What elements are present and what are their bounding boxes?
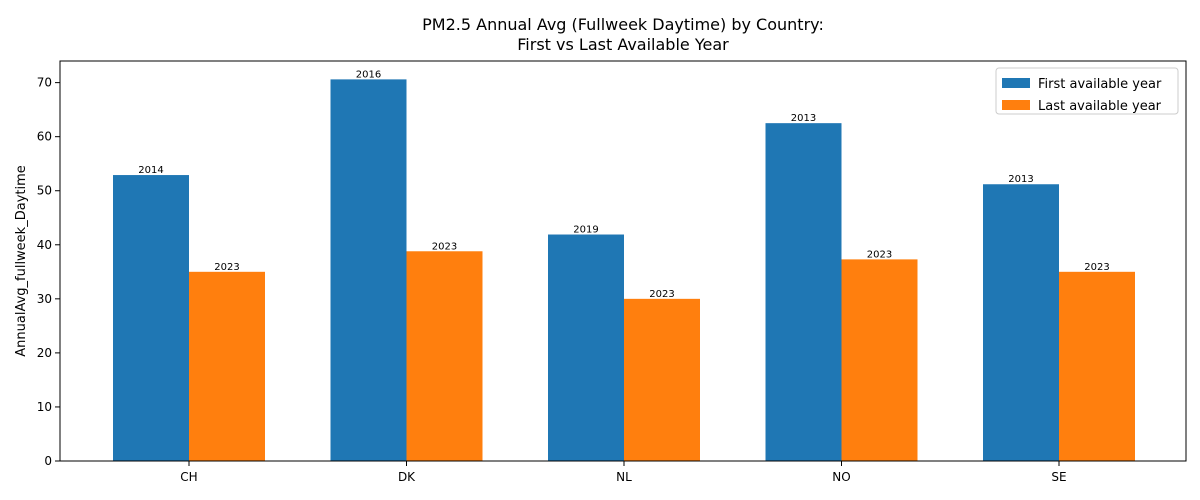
bar-last-ch: [189, 271, 265, 461]
bar-last-dk: [406, 251, 483, 461]
bar-data-label: 2023: [214, 262, 239, 273]
bar-data-label: 2023: [867, 249, 892, 260]
plot-frame: [59, 60, 1187, 462]
y-axis-label: AnnualAvg_fullweek_Daytime: [14, 165, 29, 357]
x-tick-label: SE: [1051, 470, 1066, 484]
bar-first-dk: [330, 79, 407, 461]
y-tick-label: 60: [37, 130, 52, 144]
y-tick-label: 70: [37, 76, 52, 90]
legend: First available year Last available year: [995, 67, 1179, 115]
legend-box: [995, 67, 1179, 115]
legend-entry: Last available year: [1038, 99, 1162, 114]
bar-first-ch: [113, 175, 189, 461]
y-tick-label: 50: [37, 184, 52, 198]
bar-last-nl: [624, 298, 700, 461]
bar-data-label: 2016: [356, 69, 381, 80]
plot-area: 0 10 20 30 40 50 60 70 2014 2023 CH 2016 2023 DK 2019 2…: [37, 69, 1135, 484]
y-tick-label: 10: [37, 400, 52, 414]
y-tick-label: 0: [44, 454, 52, 468]
bar-first-no: [765, 123, 842, 461]
x-tick-label: DK: [398, 470, 416, 484]
y-tick-label: 40: [37, 238, 52, 252]
y-tick-label: 30: [37, 292, 52, 306]
bar-data-label: 2019: [573, 225, 598, 236]
legend-entry: First available year: [1038, 77, 1162, 92]
bar-data-label: 2023: [649, 289, 674, 300]
bar-data-label: 2023: [432, 241, 457, 252]
legend-swatch: [1002, 100, 1030, 110]
legend-swatch: [1002, 78, 1030, 88]
chart-title-line2: First vs Last Available Year: [517, 35, 729, 54]
y-tick-label: 20: [37, 346, 52, 360]
bar-data-label: 2013: [1008, 174, 1033, 185]
x-tick-label: NO: [832, 470, 850, 484]
bar-first-se: [983, 184, 1059, 462]
bar-first-nl: [548, 234, 624, 461]
bar-last-no: [841, 259, 918, 461]
x-tick-label: CH: [180, 470, 197, 484]
bar-data-label: 2014: [138, 165, 163, 176]
bar-data-label: 2013: [791, 113, 816, 124]
chart-title-line1: PM2.5 Annual Avg (Fullweek Daytime) by C…: [422, 15, 824, 34]
bar-data-label: 2023: [1084, 262, 1109, 273]
x-tick-label: NL: [616, 470, 632, 484]
bar-last-se: [1059, 271, 1135, 461]
